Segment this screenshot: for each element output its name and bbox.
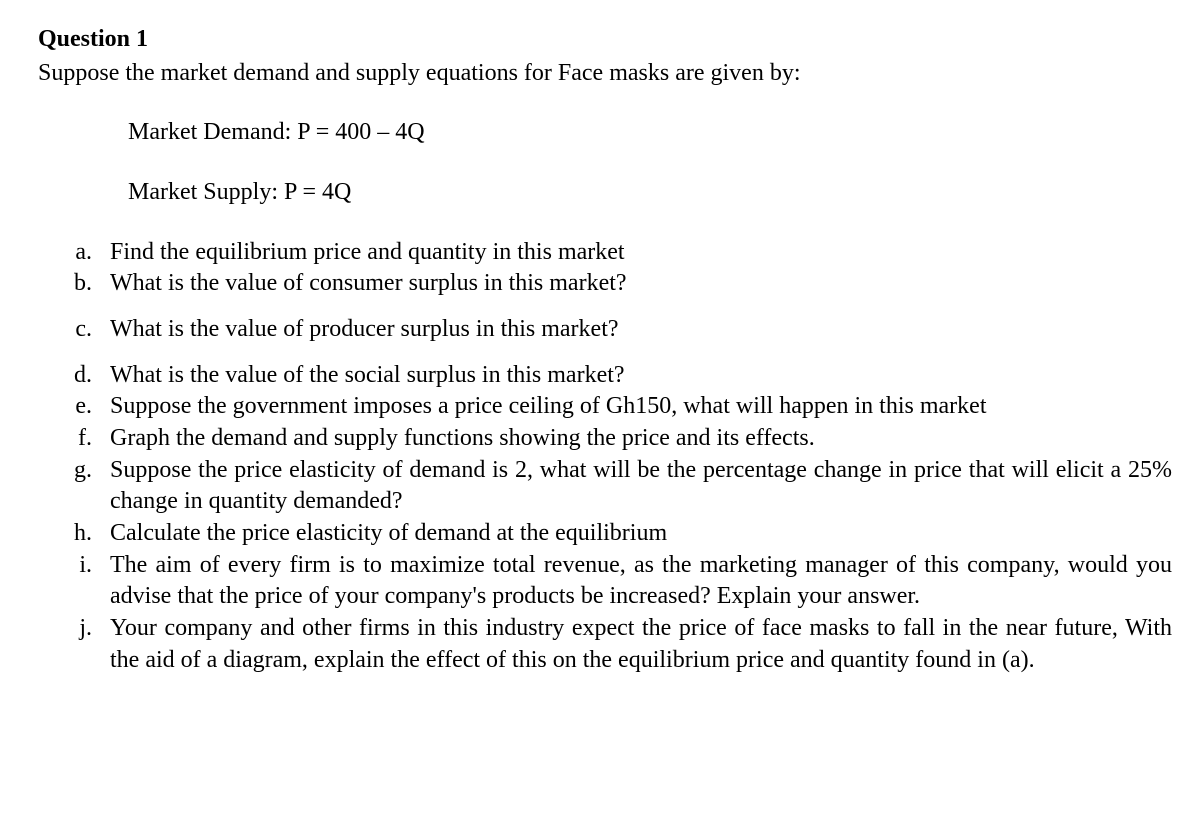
item-text: Your company and other firms in this ind… — [110, 613, 1172, 676]
item-marker: e. — [38, 391, 110, 423]
item-text: Suppose the price elasticity of demand i… — [110, 455, 1172, 518]
item-text: Suppose the government imposes a price c… — [110, 391, 1172, 423]
item-text: The aim of every firm is to maximize tot… — [110, 550, 1172, 613]
list-item: b. What is the value of consumer surplus… — [38, 268, 1172, 300]
item-text: Graph the demand and supply functions sh… — [110, 423, 1172, 455]
item-marker: a. — [38, 237, 110, 269]
item-marker: b. — [38, 268, 110, 300]
list-item: a. Find the equilibrium price and quanti… — [38, 237, 1172, 269]
demand-equation: Market Demand: P = 400 – 4Q — [128, 117, 1172, 149]
question-list: d. What is the value of the social surpl… — [38, 360, 1172, 677]
item-marker: i. — [38, 550, 110, 613]
supply-equation: Market Supply: P = 4Q — [128, 177, 1172, 209]
list-item: h. Calculate the price elasticity of dem… — [38, 518, 1172, 550]
list-item: f. Graph the demand and supply functions… — [38, 423, 1172, 455]
list-item: j. Your company and other firms in this … — [38, 613, 1172, 676]
equations-block: Market Demand: P = 400 – 4Q Market Suppl… — [128, 117, 1172, 208]
question-list: a. Find the equilibrium price and quanti… — [38, 237, 1172, 300]
item-marker: d. — [38, 360, 110, 392]
item-marker: j. — [38, 613, 110, 676]
list-item: d. What is the value of the social surpl… — [38, 360, 1172, 392]
document-page: Question 1 Suppose the market demand and… — [0, 0, 1200, 700]
list-group-gap — [38, 346, 1172, 360]
item-text: Calculate the price elasticity of demand… — [110, 518, 1172, 550]
item-text: Find the equilibrium price and quantity … — [110, 237, 1172, 269]
item-text: What is the value of producer surplus in… — [110, 314, 1172, 346]
list-item: c. What is the value of producer surplus… — [38, 314, 1172, 346]
list-item: i. The aim of every firm is to maximize … — [38, 550, 1172, 613]
item-marker: c. — [38, 314, 110, 346]
item-marker: h. — [38, 518, 110, 550]
list-item: g. Suppose the price elasticity of deman… — [38, 455, 1172, 518]
question-intro: Suppose the market demand and supply equ… — [38, 58, 1172, 90]
question-title: Question 1 — [38, 24, 1172, 56]
list-group-gap — [38, 300, 1172, 314]
item-text: What is the value of consumer surplus in… — [110, 268, 1172, 300]
question-list: c. What is the value of producer surplus… — [38, 314, 1172, 346]
list-item: e. Suppose the government imposes a pric… — [38, 391, 1172, 423]
item-marker: f. — [38, 423, 110, 455]
item-marker: g. — [38, 455, 110, 518]
item-text: What is the value of the social surplus … — [110, 360, 1172, 392]
